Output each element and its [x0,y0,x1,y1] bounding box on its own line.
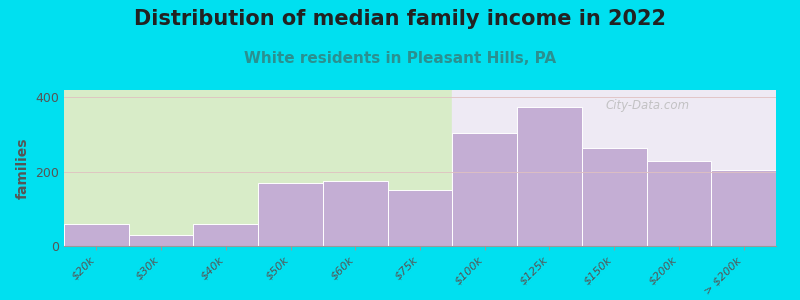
Bar [582,148,646,246]
Bar [646,160,711,246]
Y-axis label: families: families [16,137,30,199]
Text: City-Data.com: City-Data.com [605,99,690,112]
Bar [452,133,517,246]
Bar [64,224,129,246]
Bar [517,107,582,246]
Text: Distribution of median family income in 2022: Distribution of median family income in … [134,9,666,29]
Bar [711,170,776,246]
Text: White residents in Pleasant Hills, PA: White residents in Pleasant Hills, PA [244,51,556,66]
Bar [64,90,452,246]
Bar [388,190,452,246]
Bar [323,181,388,246]
Bar [129,235,194,246]
Bar [194,224,258,246]
Bar [258,183,323,246]
